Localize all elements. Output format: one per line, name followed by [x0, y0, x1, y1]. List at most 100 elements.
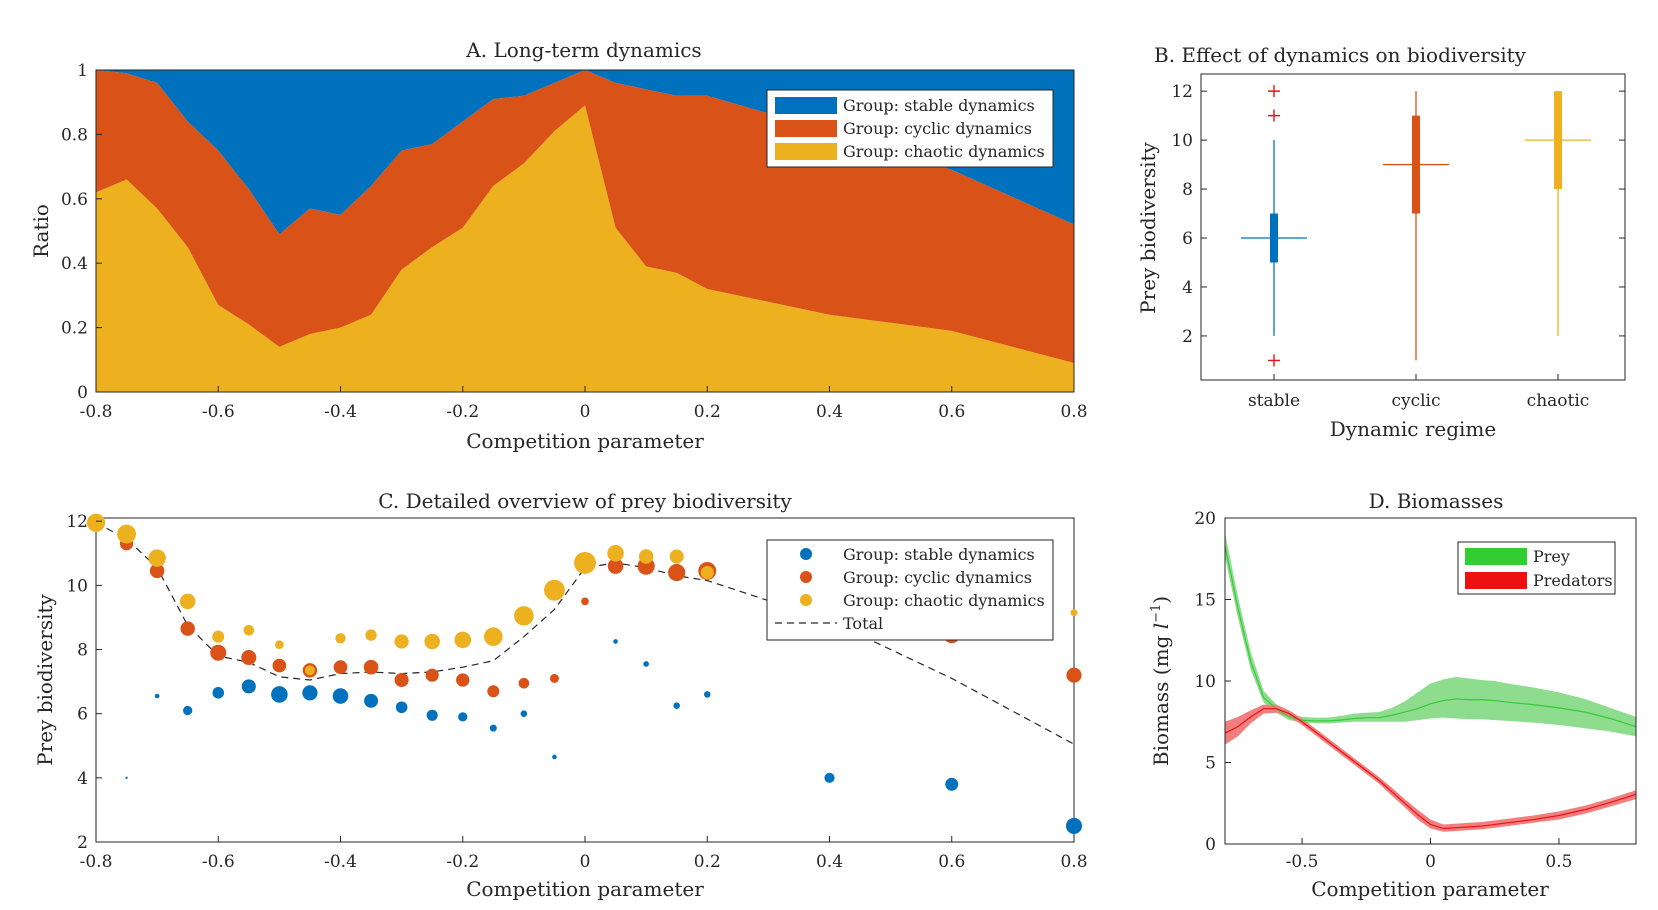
y-tick-label: 4 — [1182, 278, 1193, 298]
y-tick-label: 2 — [77, 833, 88, 853]
panel-b-boxes — [1241, 85, 1591, 367]
point-stable — [332, 688, 349, 704]
x-tick-label: 0 — [1425, 852, 1436, 872]
point-chaotic — [574, 551, 596, 574]
point-chaotic — [394, 634, 409, 649]
point-stable — [703, 691, 711, 698]
y-tick-label: 6 — [77, 705, 88, 725]
y-tick-label: 10 — [1171, 131, 1193, 151]
x-tick-label: 0 — [580, 402, 591, 422]
point-cyclic — [456, 673, 470, 687]
legend-label-predators: Predators — [1533, 571, 1613, 590]
point-chaotic — [484, 627, 503, 646]
panel-b-title: B. Effect of dynamics on biodiversity — [1154, 43, 1527, 67]
point-cyclic — [210, 644, 227, 661]
point-stable — [458, 712, 468, 722]
x-tick-label: -0.4 — [324, 852, 357, 872]
panel-b-x-ticks: stable cyclic chaotic — [1248, 374, 1589, 411]
point-cyclic — [581, 597, 589, 606]
point-cyclic — [549, 673, 559, 683]
area-chaotic — [96, 105, 1074, 393]
panel-a-y-ticks: 0 0.2 0.4 0.6 0.8 1 — [61, 61, 102, 403]
legend-label-stable: Group: stable dynamics — [843, 545, 1035, 564]
x-tick-label: 0.5 — [1545, 852, 1572, 872]
y-tick-label: 0.6 — [61, 190, 88, 210]
x-tick-label: 0.6 — [938, 852, 965, 872]
legend-swatch-cyclic — [775, 120, 837, 137]
y-tick-label: 5 — [1205, 754, 1216, 774]
point-stable — [643, 661, 649, 667]
legend-swatch-chaotic — [800, 594, 812, 606]
point-cyclic — [425, 668, 439, 682]
point-chaotic — [179, 593, 196, 610]
panel-d-y-label: Biomass (mg l−1) — [1149, 596, 1173, 766]
x-tick-label: -0.4 — [324, 402, 357, 422]
x-tick-label: 0.8 — [1060, 402, 1087, 422]
y-tick-label: 0.2 — [61, 319, 88, 339]
legend-swatch-chaotic — [775, 143, 837, 160]
y-tick-label: 8 — [77, 641, 88, 661]
panel-b-x-label: Dynamic regime — [1330, 417, 1496, 441]
point-cyclic — [363, 659, 379, 675]
panel-b-y-label: Prey biodiversity — [1136, 141, 1160, 313]
y-tick-label: 15 — [1194, 591, 1216, 611]
panel-a-title: A. Long-term dynamics — [465, 38, 701, 62]
point-chaotic — [424, 633, 440, 650]
point-stable — [364, 693, 379, 708]
x-tick-label: -0.8 — [80, 402, 113, 422]
y-tick-label: 2 — [1182, 327, 1193, 347]
point-chaotic — [365, 629, 377, 641]
point-chaotic — [275, 640, 284, 650]
panel-c-x-label: Competition parameter — [466, 877, 704, 901]
x-tick-label: -0.8 — [80, 852, 113, 872]
point-stable — [241, 679, 256, 694]
legend-swatch-stable — [775, 97, 837, 114]
point-cyclic — [607, 558, 624, 574]
y-tick-label: 12 — [66, 512, 88, 532]
legend-label-prey: Prey — [1533, 547, 1570, 566]
point-stable — [945, 777, 959, 791]
panel-c-y-ticks: 2 4 6 8 10 12 — [66, 512, 102, 853]
point-stable — [520, 710, 528, 717]
point-chaotic — [212, 630, 225, 643]
panel-c-title: C. Detailed overview of prey biodiversit… — [378, 489, 792, 513]
x-tick-label: 0.2 — [694, 402, 721, 422]
panel-d-legend: Prey Predators — [1457, 541, 1616, 595]
point-stable — [824, 772, 835, 783]
point-cyclic — [333, 660, 348, 675]
point-stable — [673, 702, 680, 709]
y-tick-label: 10 — [1194, 672, 1216, 692]
legend-label-chaotic: Group: chaotic dynamics — [843, 591, 1045, 610]
y-tick-label: 6 — [1182, 229, 1193, 249]
x-tick-label: -0.2 — [446, 852, 479, 872]
point-stable — [271, 686, 288, 703]
point-cyclic — [487, 685, 500, 698]
point-chaotic — [514, 606, 534, 626]
x-tick-label: -0.6 — [202, 402, 235, 422]
x-tick-label: 0.6 — [938, 402, 965, 422]
x-tick-label-stable: stable — [1248, 391, 1300, 411]
point-cyclic — [272, 658, 287, 673]
point-chaotic — [117, 524, 136, 544]
panel-a-y-label: Ratio — [29, 204, 53, 258]
panel-c-points — [86, 513, 1083, 834]
legend-label-stable: Group: stable dynamics — [843, 96, 1035, 115]
x-tick-label-chaotic: chaotic — [1527, 391, 1590, 411]
y-tick-label: 0.4 — [61, 254, 88, 274]
point-stable — [212, 687, 225, 699]
point-cyclic — [241, 650, 257, 666]
y-tick-label: 0 — [77, 383, 88, 403]
point-stable — [613, 639, 618, 644]
legend-swatch-stable — [800, 548, 812, 560]
y-tick-label: 4 — [77, 769, 88, 789]
panel-c-legend: Group: stable dynamics Group: cyclic dyna… — [766, 539, 1054, 641]
panel-a: A. Long-term dynamics -0.8 -0.6 -0.4 -0.2 0 0… — [29, 38, 1088, 453]
point-chaotic — [700, 565, 714, 580]
point-chaotic — [543, 579, 565, 601]
y-tick-label: 1 — [77, 61, 88, 81]
panel-c: C. Detailed overview of prey biodiversit… — [33, 489, 1088, 901]
point-stable — [552, 754, 557, 760]
mean-line-prey — [1224, 545, 1637, 728]
point-chaotic — [669, 549, 684, 564]
point-cyclic — [149, 563, 165, 579]
